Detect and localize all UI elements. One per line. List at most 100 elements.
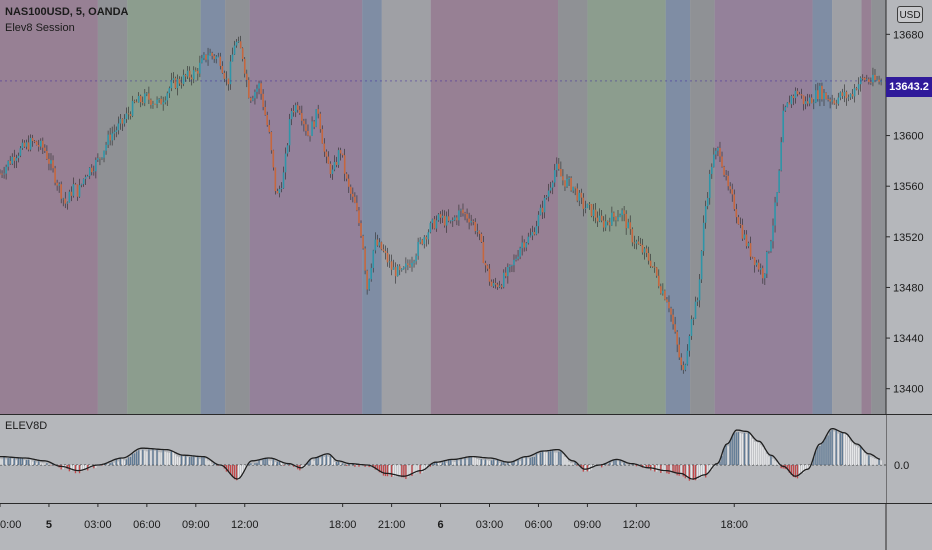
candle-body <box>666 299 668 302</box>
candle-body <box>817 90 819 100</box>
candle-body <box>417 242 419 256</box>
candle-body <box>374 239 377 251</box>
candle-body <box>586 203 589 208</box>
candle-body <box>288 119 291 146</box>
candle-body <box>810 97 813 104</box>
session-band-ny_late <box>381 0 431 414</box>
candle-body <box>788 102 791 105</box>
candle-body <box>392 267 395 270</box>
candle-body <box>284 153 287 173</box>
candle-body <box>739 224 742 225</box>
candle-body <box>700 251 703 280</box>
candle-body <box>35 141 38 146</box>
candle-body <box>131 100 134 116</box>
indicator-title: Elev8 Session <box>5 22 75 34</box>
candle-body <box>723 166 725 175</box>
candle-body <box>445 216 448 226</box>
candle-body <box>192 70 195 80</box>
candle-body <box>643 248 646 253</box>
candle-body <box>137 95 140 103</box>
x-tick-label: 09:00 <box>574 519 602 531</box>
candle-body <box>376 239 379 246</box>
candle-body <box>478 230 481 234</box>
candle-body <box>796 90 799 95</box>
candle-body <box>451 219 454 221</box>
candle-body <box>645 248 648 253</box>
candle-body <box>15 158 18 161</box>
candle-body <box>74 184 77 185</box>
candle-body <box>468 218 470 223</box>
candle-body <box>631 229 634 243</box>
candle-body <box>0 173 1 175</box>
candle-body <box>135 101 138 103</box>
candle-body <box>48 158 50 164</box>
candle-body <box>851 94 854 97</box>
candle-body <box>853 88 856 97</box>
candle-body <box>360 223 362 236</box>
candle-body <box>694 301 697 319</box>
candle-body <box>570 177 572 191</box>
candle-body <box>782 110 785 143</box>
candle-body <box>260 83 262 94</box>
candle-body <box>50 160 52 164</box>
candle-body <box>472 221 474 222</box>
candle-body <box>755 262 758 266</box>
candle-body <box>44 147 46 151</box>
session-band-asia <box>430 0 559 414</box>
candle-body <box>560 168 562 177</box>
candle-body <box>505 272 507 277</box>
candle-body <box>364 248 366 271</box>
candle-body <box>747 243 750 247</box>
candle-body <box>319 113 322 130</box>
candle-body <box>708 173 711 198</box>
candle-body <box>278 189 281 194</box>
candle-body <box>117 123 120 131</box>
candle-body <box>335 161 338 165</box>
candle-body <box>833 100 835 104</box>
candle-body <box>660 286 662 294</box>
session-band-dead <box>225 0 250 414</box>
candle-body <box>847 97 850 99</box>
candle-body <box>676 331 678 345</box>
candle-body <box>521 242 523 249</box>
candle-body <box>213 55 215 59</box>
candle-body <box>751 256 754 258</box>
x-tick-label: 21:00 <box>378 519 406 531</box>
candle-body <box>380 242 383 250</box>
candle-body <box>164 100 167 103</box>
y-tick-label: 13600 <box>893 131 924 143</box>
currency-button[interactable]: USD <box>897 6 923 23</box>
candle-body <box>572 186 574 191</box>
candle-body <box>686 350 689 365</box>
candle-body <box>670 308 672 315</box>
candle-body <box>29 137 32 150</box>
candle-body <box>766 251 768 274</box>
candle-body <box>625 213 627 229</box>
candle-body <box>568 177 570 180</box>
candle-body <box>378 242 381 246</box>
candle-body <box>786 102 789 108</box>
oscillator-line <box>0 427 881 480</box>
candle-body <box>872 74 874 83</box>
candle-body <box>849 94 852 98</box>
candle-body <box>258 83 260 89</box>
candle-body <box>621 210 623 216</box>
candle-body <box>711 166 713 174</box>
last-price-tag: 13643.2 <box>886 77 932 97</box>
candle-body <box>653 266 656 268</box>
candle-body <box>431 219 434 224</box>
candle-body <box>254 91 256 99</box>
candle-body <box>517 256 519 259</box>
session-band-overlap <box>665 0 691 414</box>
candle-body <box>825 92 827 99</box>
session-band-asia <box>861 0 872 414</box>
candle-body <box>354 196 356 203</box>
candle-body <box>311 121 313 136</box>
candle-body <box>664 290 666 300</box>
candle-body <box>713 154 715 167</box>
candle-body <box>148 93 150 100</box>
candle-body <box>470 221 472 223</box>
candle-body <box>315 109 317 127</box>
candle-body <box>515 258 517 260</box>
